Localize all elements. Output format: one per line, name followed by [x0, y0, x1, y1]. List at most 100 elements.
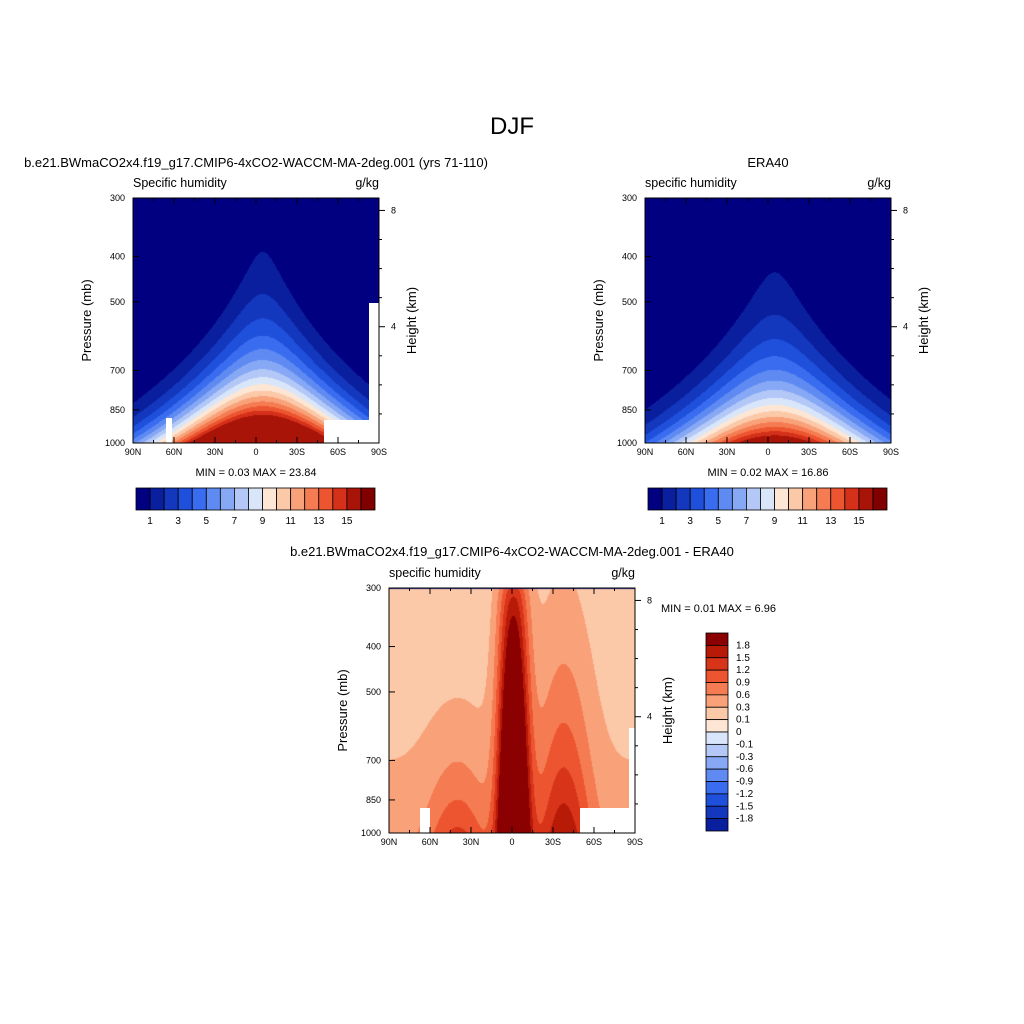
y2-tick-label: 4 [391, 322, 396, 332]
colorbar-label: 0.3 [736, 702, 750, 713]
y2-tick-label: 4 [903, 322, 908, 332]
colorbar-swatch [774, 487, 789, 511]
colorbar-swatch [705, 818, 729, 832]
colorbar-label: -0.1 [736, 739, 754, 750]
missing-data-region [629, 728, 635, 833]
colorbar-swatch [858, 487, 874, 511]
colorbar-label: 13 [313, 516, 325, 527]
colorbar-swatch [703, 487, 719, 511]
colorbar-swatch [205, 487, 221, 511]
y-tick-label: 400 [366, 642, 381, 652]
y-tick-label: 850 [110, 405, 125, 415]
y-axis-title: Pressure (mb) [79, 279, 94, 361]
colorbar-label: 11 [797, 516, 808, 527]
y-tick-label: 700 [622, 365, 637, 375]
figure-title: DJF [490, 113, 534, 140]
colorbar-swatch [705, 694, 729, 708]
colorbar-swatch [705, 781, 729, 795]
plot-model: 90N 60N 30N 0 30S 60S 90S 300 400 500 700 850 1000 4 8… [79, 193, 419, 457]
x-tick-label: 90S [371, 447, 387, 457]
y-tick-label: 300 [366, 583, 381, 593]
colorbar-swatch [248, 487, 263, 511]
colorbar-label: 3 [175, 516, 181, 527]
colorbar-swatch [149, 487, 165, 511]
colorbar-label: 0.9 [736, 678, 750, 689]
colorbar-swatch [290, 487, 306, 511]
x-tick-label: 60S [586, 837, 602, 847]
panel-model-stats: MIN = 0.03 MAX = 23.84 [195, 467, 316, 479]
x-tick-label: 0 [509, 837, 514, 847]
panel-obs-header: ERA40 [747, 155, 788, 170]
y2-tick-label: 8 [903, 205, 908, 215]
field-image [645, 198, 891, 443]
colorbar-swatch [689, 487, 705, 511]
x-tick-label: 60N [166, 447, 183, 457]
panel-model-header: b.e21.BWmaCO2x4.f19_g17.CMIP6-4xCO2-WACC… [24, 155, 488, 170]
colorbar-label: -0.9 [736, 777, 754, 788]
colorbar-label: 7 [744, 516, 750, 527]
x-tick-label: 90S [627, 837, 643, 847]
x-tick-label: 30N [463, 837, 480, 847]
colorbar-swatch [844, 487, 860, 511]
colorbar-label: 1.5 [736, 653, 750, 664]
colorbar-swatch [675, 487, 691, 511]
colorbar-swatch [705, 805, 729, 820]
colorbar-swatch [705, 644, 729, 659]
colorbar-swatch [163, 487, 179, 511]
y-tick-label: 1000 [361, 828, 381, 838]
panel-obs-right-label: g/kg [867, 176, 891, 190]
colorbar-swatch [647, 487, 663, 511]
y-tick-label: 500 [366, 687, 381, 697]
x-tick-label: 60S [330, 447, 346, 457]
colorbar-label: -0.3 [736, 752, 754, 763]
panel-obs-stats: MIN = 0.02 MAX = 16.86 [707, 467, 828, 479]
y2-axis-title: Height (km) [660, 677, 675, 744]
colorbar-swatch [276, 487, 292, 511]
panel-obs-left-label: specific humidity [645, 176, 737, 190]
colorbar-swatch [802, 487, 818, 511]
colorbar-swatch [717, 487, 733, 511]
panel-model-right-label: g/kg [355, 176, 379, 190]
colorbar-label: 9 [260, 516, 266, 527]
colorbar-label: 3 [687, 516, 693, 527]
colorbar-swatch [788, 487, 804, 511]
panel-diff-right-label: g/kg [611, 566, 635, 580]
colorbar-swatch [360, 487, 376, 511]
y2-axis-title: Height (km) [404, 287, 419, 354]
colorbar-label: -1.5 [736, 801, 754, 812]
y-tick-label: 1000 [617, 438, 637, 448]
plot-diff: 90N 60N 30N 0 30S 60S 90S 300 400 500 700 850 1000 4 8… [335, 583, 675, 847]
y-tick-label: 700 [366, 755, 381, 765]
panel-diff-header: b.e21.BWmaCO2x4.f19_g17.CMIP6-4xCO2-WACC… [290, 544, 734, 559]
colorbar-swatch [816, 487, 832, 511]
field-image [389, 588, 635, 833]
missing-data-region [166, 418, 172, 443]
y-tick-label: 300 [622, 193, 637, 203]
colorbar-swatch [304, 487, 320, 511]
colorbar-swatch [705, 731, 729, 745]
colorbar-diff: 1.81.51.20.90.60.30.10-0.1-0.3-0.6-0.9-1… [705, 632, 754, 832]
y2-axis-title: Height (km) [916, 287, 931, 354]
x-tick-label: 90N [381, 837, 398, 847]
colorbar-label: 13 [825, 516, 837, 527]
colorbar-swatch [746, 487, 761, 511]
x-tick-label: 90S [883, 447, 899, 457]
y-tick-label: 400 [110, 252, 125, 262]
colorbar-swatch [135, 487, 151, 511]
y-tick-label: 500 [622, 297, 637, 307]
colorbar-swatch [705, 768, 729, 782]
colorbar-label: 0 [736, 727, 742, 738]
field-image [133, 198, 379, 443]
colorbar-swatch [705, 793, 729, 807]
colorbar-label: 15 [341, 516, 353, 527]
panel-model-left-label: Specific humidity [133, 176, 228, 190]
colorbar-label: 7 [232, 516, 238, 527]
y-axis-title: Pressure (mb) [591, 279, 606, 361]
colorbar-swatch [332, 487, 348, 511]
colorbar-swatch [705, 706, 729, 721]
colorbar-swatch [346, 487, 362, 511]
colorbar-swatch [234, 487, 249, 511]
colorbar-swatch [177, 487, 193, 511]
missing-data-region [369, 303, 379, 443]
